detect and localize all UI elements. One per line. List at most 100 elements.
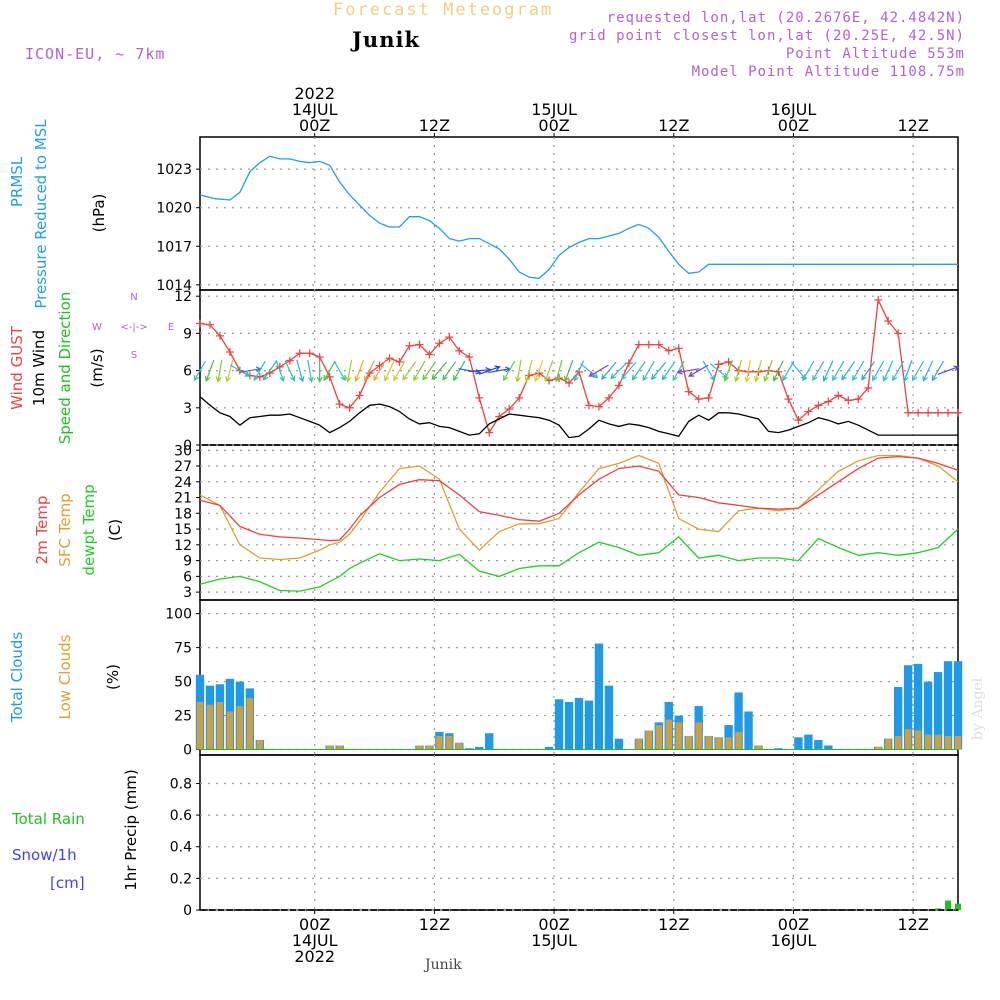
wind-direction-arrow xyxy=(661,361,676,380)
total-cloud-bar xyxy=(584,700,594,750)
wind-arrow-head xyxy=(262,374,269,381)
total-cloud-bar xyxy=(574,697,584,750)
wind-direction-arrow xyxy=(238,368,261,374)
wind-direction-arrow xyxy=(937,366,959,375)
wind-direction-arrow xyxy=(621,361,637,380)
wind-arrow-head xyxy=(734,376,740,383)
wind-arrow-head xyxy=(316,376,323,383)
wind-arrow-head xyxy=(922,375,928,382)
total-cloud-bar xyxy=(953,661,963,750)
wind-speed-line xyxy=(199,396,958,439)
wind-direction-arrow xyxy=(882,360,894,381)
time-label-bottom: 2022 xyxy=(294,947,335,966)
wind-direction-arrow xyxy=(573,360,585,381)
wind-arrow-head xyxy=(524,376,531,383)
y-tick-label: 50 xyxy=(174,675,192,691)
model-altitude: Model Point Altitude 1108.75m xyxy=(691,64,965,80)
low-cloud-bar xyxy=(446,735,453,750)
wind-direction-arrow xyxy=(782,360,795,381)
wind-arrow-head xyxy=(308,376,314,383)
wind-direction-arrow xyxy=(852,360,865,381)
wind-direction-arrow xyxy=(525,359,533,382)
low-clouds-label: Low Clouds xyxy=(56,634,74,719)
low-cloud-bar xyxy=(216,701,224,750)
wind-direction-arrow xyxy=(746,359,752,382)
low-cloud-bar xyxy=(416,745,423,750)
low-cloud-bar xyxy=(655,725,662,750)
low-cloud-bar xyxy=(755,745,762,750)
y-tick-label: 27 xyxy=(174,459,192,475)
point-altitude: Point Altitude 553m xyxy=(785,46,965,62)
y-tick-label: 0 xyxy=(183,903,192,919)
temp2m-label: 2m Temp xyxy=(33,496,51,565)
wind-direction-arrow xyxy=(355,360,364,382)
wind-direction-arrow xyxy=(823,360,834,381)
wind-direction-arrow xyxy=(872,360,885,381)
total-cloud-bar xyxy=(933,672,943,750)
wind-arrow-head xyxy=(544,375,550,383)
wind-direction-arrow xyxy=(333,360,346,381)
time-label-top: 16JUL xyxy=(771,100,817,119)
time-label-top: 14JUL xyxy=(292,100,338,119)
low-cloud-bar xyxy=(426,745,433,750)
low-cloud-bar xyxy=(336,745,343,750)
wind-direction-arrow xyxy=(912,360,925,381)
time-label-bottom: 00Z xyxy=(538,915,569,934)
wind-direction-arrow xyxy=(841,361,856,380)
time-label-bottom: 15JUL xyxy=(531,931,577,950)
wind-arrow-head xyxy=(494,365,501,371)
wind-direction-arrow xyxy=(253,360,266,381)
wind-arrow-head xyxy=(601,373,607,380)
wind-arrow-head xyxy=(323,375,329,382)
dewpt-line xyxy=(199,528,959,592)
wind-direction-arrow xyxy=(802,360,815,381)
wind-arrow-head xyxy=(422,374,428,381)
low-cloud-bar xyxy=(236,706,244,750)
wind-arrow-head xyxy=(204,375,211,383)
wind-direction-arrow xyxy=(431,361,447,380)
dewpt-label: dewpt Temp xyxy=(80,484,98,575)
pressure-line xyxy=(199,155,958,280)
wind-arrow-head xyxy=(215,376,222,383)
y-tick-label: 21 xyxy=(174,491,192,507)
total-cloud-bar xyxy=(804,734,813,750)
y-tick-label: 25 xyxy=(174,709,192,725)
low-cloud-bar xyxy=(456,742,463,750)
time-label-bottom: 12Z xyxy=(419,915,450,934)
total-cloud-bar xyxy=(485,733,494,750)
total-cloud-bar xyxy=(564,701,574,750)
snow-label: Snow/1h xyxy=(12,846,77,864)
wind-direction-arrow xyxy=(724,360,733,382)
y-tick-label: 12 xyxy=(174,289,192,305)
time-label-top: 12Z xyxy=(897,116,928,135)
wind-arrow-head xyxy=(620,373,627,380)
total-cloud-bar xyxy=(814,740,823,750)
time-label-bottom: 16JUL xyxy=(771,931,817,950)
wind-direction-arrow xyxy=(205,360,215,382)
y-tick-label: 6 xyxy=(183,364,192,380)
wind-direction-arrow xyxy=(702,360,715,381)
model-label: ICON-EU, ~ 7km xyxy=(25,45,166,63)
gust-line xyxy=(199,297,958,435)
y-tick-label: 0 xyxy=(183,743,192,759)
wind-direction-arrow xyxy=(373,360,386,381)
wind-arrow-head xyxy=(953,365,960,371)
y-tick-label: 75 xyxy=(174,641,192,657)
wind-arrow-head xyxy=(373,375,379,382)
chart-title: Forecast Meteogram xyxy=(333,0,554,20)
y-tick-label: 1014 xyxy=(156,278,192,294)
wind-arrow-head xyxy=(903,375,909,383)
wind-direction-arrow xyxy=(323,360,336,381)
y-tick-label: 30 xyxy=(174,443,192,459)
total-cloud-bar xyxy=(943,661,953,750)
wind-arrow-head xyxy=(631,374,638,381)
wind-arrow-head xyxy=(852,375,858,382)
wind-direction-arrow xyxy=(651,361,667,380)
wind-arrow-head xyxy=(882,375,888,382)
time-label-top: 00Z xyxy=(299,116,330,135)
y-tick-label: 1023 xyxy=(156,162,192,178)
wind-direction-arrow xyxy=(275,360,285,382)
wind-arrow-head xyxy=(744,376,751,383)
wind-direction-arrow xyxy=(503,360,516,381)
credit-watermark: by Angel xyxy=(970,677,986,740)
